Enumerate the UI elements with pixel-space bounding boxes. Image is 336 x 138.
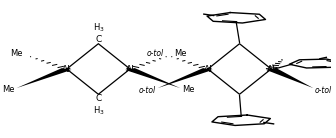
Text: o-tol: o-tol [147, 49, 164, 59]
Polygon shape [16, 68, 72, 88]
Polygon shape [125, 68, 180, 88]
Text: H$_3$: H$_3$ [92, 104, 104, 117]
Text: H$_3$: H$_3$ [92, 22, 104, 34]
Text: Al: Al [267, 64, 276, 74]
Text: Me: Me [10, 49, 23, 59]
Text: Al: Al [62, 64, 71, 74]
Text: o-tol: o-tol [139, 86, 156, 95]
Text: C: C [95, 35, 101, 44]
Text: Al: Al [204, 64, 212, 74]
Text: Me: Me [182, 85, 195, 94]
Text: Me: Me [2, 85, 15, 94]
Polygon shape [158, 68, 213, 88]
Text: Al: Al [126, 64, 134, 74]
Text: Me: Me [174, 49, 186, 59]
Polygon shape [266, 68, 313, 88]
Text: C: C [95, 94, 101, 103]
Text: o-tol: o-tol [315, 86, 332, 95]
